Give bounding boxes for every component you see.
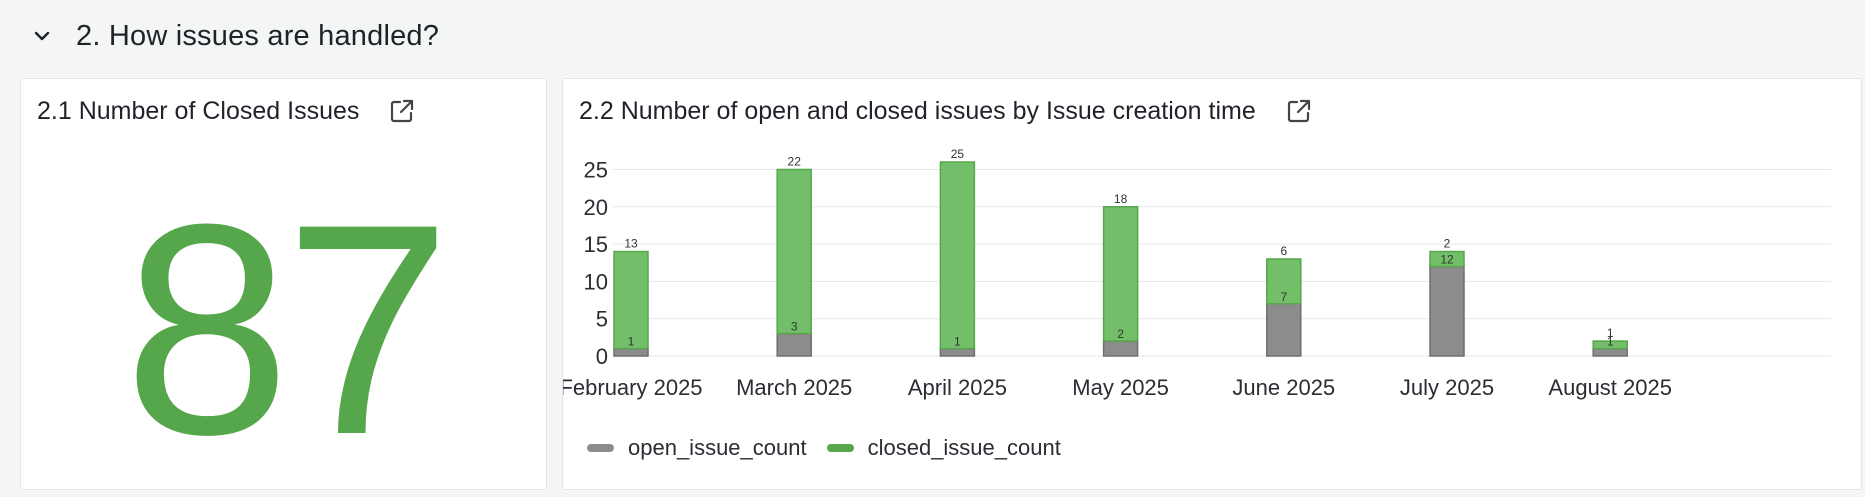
- section-header: 2. How issues are handled?: [30, 14, 439, 58]
- x-tick-label: February 2025: [563, 375, 703, 400]
- data-label-open: 3: [791, 320, 798, 334]
- bar-closed: [1102, 206, 1139, 342]
- closed-issues-panel: 2.1 Number of Closed Issues 87: [20, 78, 547, 490]
- data-label-closed: 6: [1280, 244, 1287, 258]
- y-tick-label: 5: [596, 307, 608, 332]
- data-label-open: 12: [1440, 252, 1454, 266]
- issues-by-creation-panel: 2.2 Number of open and closed issues by …: [562, 78, 1862, 490]
- y-tick-label: 15: [584, 232, 608, 257]
- data-label-closed: 1: [1607, 326, 1614, 340]
- data-label-open: 2: [1117, 327, 1124, 341]
- bar-open: [1102, 340, 1139, 357]
- y-tick-label: 20: [584, 195, 608, 220]
- legend-item-closed[interactable]: closed_issue_count: [826, 435, 1061, 461]
- bar-closed: [613, 250, 649, 350]
- bar-closed: [776, 168, 812, 335]
- bar-closed: [939, 161, 976, 350]
- bar-open: [939, 347, 976, 357]
- chevron-down-icon[interactable]: [30, 24, 54, 48]
- closed-issues-value: 87: [123, 161, 452, 497]
- bar-open: [1592, 347, 1628, 357]
- data-label-closed: 18: [1114, 192, 1128, 206]
- bar-open: [613, 347, 649, 357]
- chart-legend: open_issue_count closed_issue_count: [587, 435, 1081, 461]
- x-tick-label: August 2025: [1548, 375, 1672, 400]
- bar-open: [776, 332, 812, 357]
- x-tick-label: July 2025: [1400, 375, 1494, 400]
- bar-closed: [1266, 258, 1302, 305]
- data-label-open: 1: [628, 335, 635, 349]
- panel-title: 2.1 Number of Closed Issues: [37, 96, 360, 125]
- external-link-icon[interactable]: [389, 97, 417, 125]
- bar-closed: [1592, 340, 1628, 350]
- data-label-closed: 25: [951, 147, 965, 161]
- external-link-icon[interactable]: [1286, 97, 1314, 125]
- x-tick-label: June 2025: [1232, 375, 1335, 400]
- legend-swatch: [826, 444, 854, 452]
- legend-item-open[interactable]: open_issue_count: [587, 435, 807, 461]
- x-tick-label: March 2025: [736, 375, 852, 400]
- section-title[interactable]: 2. How issues are handled?: [76, 19, 440, 52]
- legend-label: open_issue_count: [628, 435, 807, 460]
- y-tick-label: 0: [596, 344, 608, 369]
- data-label-closed: 22: [788, 154, 802, 168]
- panel-title: 2.2 Number of open and closed issues by …: [579, 96, 1256, 125]
- bar-open: [1266, 303, 1302, 357]
- data-label-open: 1: [1607, 335, 1614, 349]
- legend-swatch: [587, 444, 614, 452]
- y-tick-label: 10: [584, 269, 608, 294]
- x-tick-label: April 2025: [908, 375, 1007, 400]
- bar-closed: [1429, 250, 1465, 268]
- bar-open: [1429, 265, 1465, 357]
- data-label-open: 7: [1280, 290, 1287, 304]
- x-tick-label: May 2025: [1072, 375, 1169, 400]
- data-label-closed: 13: [624, 237, 638, 251]
- y-tick-label: 25: [584, 157, 608, 182]
- data-label-open: 1: [954, 335, 961, 349]
- data-label-closed: 2: [1444, 237, 1451, 251]
- legend-label: closed_issue_count: [867, 435, 1061, 460]
